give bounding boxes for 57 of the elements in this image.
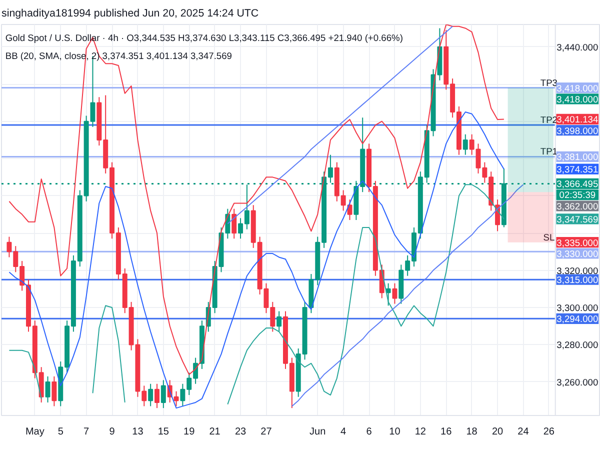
y-tick-label: 3,300.000 [556,303,598,314]
annotation: TP3 [540,78,558,88]
y-tick-label: 3,320.000 [556,266,598,276]
ref-line-label: 3,315.000 [556,275,598,286]
candlestick [462,134,468,156]
text: 02:35:39 [559,190,596,200]
text: 3,374.351 [556,164,598,175]
y-tick-label: 3,440.000 [556,42,598,52]
candlestick [392,282,398,304]
x-tick-label: 21 [209,426,221,438]
candlestick [52,376,57,407]
x-tick-label: 9 [109,426,116,438]
band-label: 3,418.000 [556,94,598,104]
x-tick-label: 15 [158,426,170,438]
text: singhaditya181994 published Jun 20, 2025 14:24 UTC [2,8,259,20]
candlestick [160,380,166,409]
x-tick-label: 26 [543,426,555,438]
x-tick-label: 13 [132,426,144,438]
y-tick-label: 3,280.000 [556,340,598,350]
candlestick [148,383,154,407]
x-tick-label: 27 [260,426,272,438]
candlestick [174,390,179,407]
x-tick-label: 19 [184,426,196,438]
x-tick-label: 18 [466,426,478,438]
annotation: TP1 [540,146,558,157]
x-tick-label: 4 [340,426,347,438]
annotation: SL [543,232,555,242]
x-tick-label: 7 [84,426,90,438]
text: 3,362.000 [556,201,598,212]
text: 3,401.134 [556,114,598,125]
x-tick-label: 5 [58,426,64,438]
annotation: Gold Spot / U.S. Dollar · 4h · O3,344.535 H3,374.630 L3,343.115 C3,366.495 +21.940 (+0.66%) [5,33,403,44]
ref-line-label: 3,294.000 [556,314,598,324]
x-tick-label: 6 [366,426,372,438]
candlestick [276,310,282,332]
ref-line-label: 3,381.000 [556,152,598,162]
x-tick-label: 16 [440,426,452,438]
ref-line-label: 3,366.495 [556,179,598,190]
ref-line-label: 3,330.000 [556,248,598,259]
x-tick-label: 12 [414,426,426,438]
x-tick-label: 10 [389,426,401,438]
x-tick-label: 20 [492,426,504,438]
x-tick-label: 23 [234,426,247,438]
annotation: TP2 [540,115,558,126]
band-label: 3,335.000 [556,238,598,248]
line-series [8,112,504,409]
candlestick [45,376,50,403]
candlestick [232,208,237,240]
x-tick-label: May [25,426,44,438]
ref-line-label: 3,418.000 [556,83,598,94]
candlestick [154,383,160,409]
line-series [291,184,524,407]
x-tick-label: Jun [310,426,326,438]
ref-line-label: 3,398.000 [556,126,598,136]
text: 3,347.569 [556,214,598,224]
y-tick-label: 3,260.000 [556,377,598,388]
x-tick-label: 24 [518,426,530,438]
